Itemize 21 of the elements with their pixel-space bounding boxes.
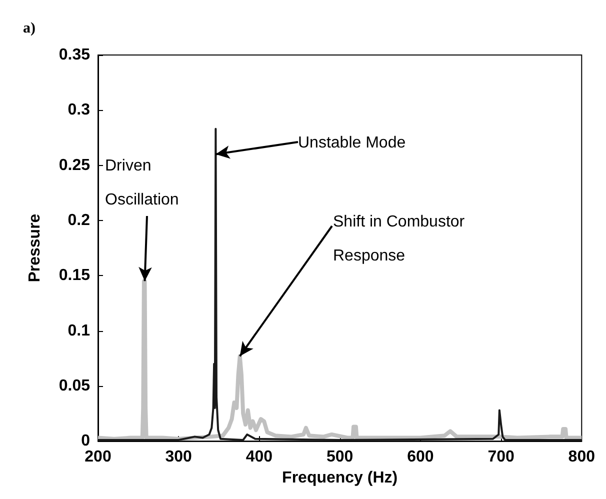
y-tick-label: 0 [81, 432, 90, 450]
x-tick-label: 700 [488, 448, 514, 466]
annotation: Shift in Combustor Response [333, 214, 466, 264]
annotation: Unstable Mode [298, 134, 406, 152]
x-axis-title: Frequency (Hz) [282, 470, 398, 486]
x-tick-label: 200 [84, 448, 112, 466]
y-tick-label: 0.1 [68, 322, 90, 340]
x-tick-label: 300 [165, 448, 192, 466]
x-tick-label: 500 [326, 448, 354, 466]
x-tick-label: 400 [246, 448, 273, 466]
y-axis-title: Pressure [26, 214, 44, 282]
annotation: Driven Oscillation [105, 158, 179, 208]
chart-title: a) [23, 20, 36, 36]
x-tick-label: 800 [568, 448, 596, 466]
y-tick-label: 0.05 [58, 377, 90, 394]
y-tick-label: 0.15 [58, 267, 90, 284]
y-tick-label: 0.3 [68, 102, 90, 119]
y-tick-label: 0.25 [58, 156, 90, 174]
y-tick-label: 0.35 [58, 46, 90, 64]
x-tick-label: 600 [407, 448, 434, 466]
y-tick-label: 0.2 [68, 212, 90, 229]
